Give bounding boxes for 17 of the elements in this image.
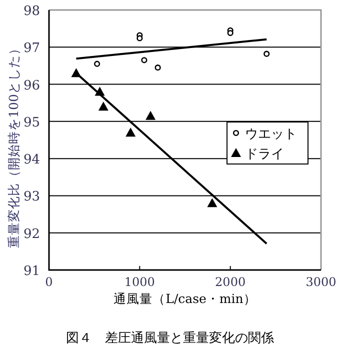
y-tick-label: 98 <box>23 4 40 19</box>
x-tick-label: 2000 <box>215 275 246 289</box>
legend-label: ドライ <box>245 147 284 162</box>
x-tick-label: 3000 <box>306 275 336 289</box>
text: 図４ 差圧通風量と重量変化の関係 <box>66 330 274 346</box>
y-tick-label: 92 <box>23 226 40 242</box>
y-tick-label: 97 <box>23 41 40 56</box>
y-tick-label: 96 <box>23 78 40 94</box>
y-tick-label: 91 <box>23 264 40 279</box>
x-tick-label: 0 <box>45 275 53 289</box>
legend-label: ウエット <box>245 127 297 142</box>
y-tick-label: 95 <box>23 115 40 130</box>
y-tick-label: 94 <box>23 152 40 168</box>
x-tick-label: 1000 <box>124 275 155 289</box>
x-axis-title: 通風量（L/case・min） <box>114 291 256 306</box>
y-axis-title: 重量変化比（開始時を100とした） <box>6 42 21 248</box>
y-tick-label: 93 <box>23 190 40 205</box>
